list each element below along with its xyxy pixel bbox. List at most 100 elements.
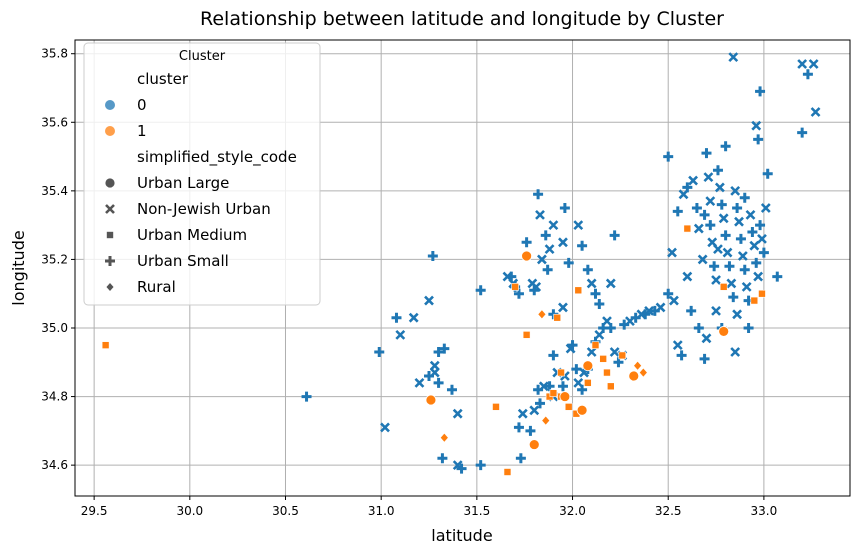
data-point-cluster-0 (439, 343, 450, 354)
data-point-cluster-0 (557, 381, 568, 392)
legend-marker-urban-small (105, 256, 115, 266)
data-point-cluster-0 (701, 333, 712, 344)
data-point-cluster-0 (810, 107, 821, 117)
legend-style-markers (104, 177, 116, 292)
data-point-cluster-0 (542, 264, 553, 275)
data-point-cluster-1 (603, 368, 611, 377)
data-point-cluster-0 (728, 292, 739, 303)
data-point-cluster-0 (737, 251, 748, 261)
x-tick-label: 31.0 (368, 504, 395, 518)
data-point-cluster-0 (739, 192, 750, 203)
data-point-cluster-0 (544, 381, 555, 392)
data-point-cluster-0 (577, 240, 588, 251)
legend-label-rural: Rural (137, 278, 176, 296)
data-point-cluster-0 (517, 408, 528, 419)
data-point-cluster-0 (582, 264, 593, 275)
y-tick-label: 35.8 (41, 47, 68, 61)
data-point-cluster-0 (716, 199, 727, 210)
data-point-cluster-0 (548, 220, 559, 231)
chart-title: Relationship between latitude and longit… (200, 8, 724, 30)
data-point-cluster-0 (697, 254, 708, 265)
data-point-cluster-0 (391, 312, 402, 323)
x-axis-ticks: 29.5 30.0 30.5 31.0 31.5 32.0 32.5 33.0 (81, 496, 777, 518)
data-point-cluster-0 (772, 271, 783, 282)
legend-title: Cluster (179, 49, 226, 64)
data-point-cluster-0 (567, 340, 578, 351)
data-point-cluster-1 (638, 367, 648, 378)
data-point-cluster-0 (739, 264, 750, 275)
data-point-cluster-0 (414, 377, 425, 388)
y-tick-label: 35.4 (41, 184, 68, 198)
data-point-cluster-0 (558, 237, 568, 248)
data-point-cluster-0 (609, 230, 620, 241)
y-axis-ticks: 34.6 34.8 35.0 35.2 35.4 35.6 35.8 (41, 47, 75, 472)
data-point-cluster-0 (515, 453, 526, 464)
data-point-cluster-0 (548, 350, 559, 361)
data-point-cluster-0 (506, 271, 517, 282)
data-point-cluster-0 (732, 203, 743, 213)
data-point-cluster-0 (586, 347, 597, 357)
data-point-cluster-0 (558, 302, 568, 313)
data-point-cluster-0 (705, 196, 716, 207)
data-point-cluster-0 (757, 233, 767, 244)
legend-marker-non-jewish-urban (105, 204, 115, 214)
x-axis-label: latitude (431, 526, 492, 545)
data-point-cluster-0 (525, 425, 536, 436)
data-point-cluster-1 (511, 283, 519, 291)
data-point-cluster-1 (758, 289, 766, 298)
legend-label-urban-large: Urban Large (137, 174, 229, 192)
data-point-cluster-1 (574, 286, 583, 295)
data-point-cluster-0 (644, 305, 654, 316)
data-point-cluster-1 (101, 341, 110, 349)
data-point-cluster-0 (577, 384, 588, 395)
data-point-cluster-1 (492, 403, 500, 411)
data-point-cluster-0 (730, 185, 741, 196)
data-point-cluster-1 (633, 360, 642, 371)
data-point-cluster-0 (676, 350, 687, 361)
data-point-cluster-0 (408, 312, 419, 323)
legend-box (83, 42, 321, 306)
plot-frame (74, 39, 851, 497)
data-point-cluster-0 (535, 209, 545, 220)
data-point-cluster-0 (797, 59, 808, 69)
data-point-cluster-0 (749, 240, 760, 251)
legend: Cluster cluster 0 1 simplified_style_cod… (83, 42, 321, 306)
data-point-cluster-0 (559, 203, 570, 213)
data-point-cluster-0 (714, 182, 725, 193)
data-point-cluster-0 (703, 172, 714, 183)
y-tick-label: 35.6 (41, 115, 68, 129)
data-point-cluster-0 (573, 220, 584, 231)
x-tick-label: 29.5 (81, 504, 108, 518)
data-point-cluster-1 (439, 432, 449, 443)
data-point-cluster-0 (456, 463, 467, 474)
legend-label-non-jewish-urban: Non-Jewish Urban (137, 200, 271, 218)
data-point-cluster-1 (584, 379, 592, 387)
data-point-cluster-0 (669, 295, 679, 306)
data-point-cluster-1 (718, 326, 730, 337)
data-point-cluster-0 (701, 148, 712, 159)
data-points (101, 52, 821, 476)
data-point-cluster-1 (599, 355, 607, 363)
data-point-cluster-1 (618, 351, 627, 360)
legend-hue-title: cluster (137, 70, 189, 88)
data-point-cluster-1 (503, 468, 512, 476)
data-point-cluster-0 (735, 233, 746, 244)
data-point-cluster-0 (424, 295, 434, 306)
data-point-cluster-0 (301, 391, 312, 402)
data-point-cluster-1 (750, 296, 759, 305)
data-point-cluster-0 (540, 230, 551, 241)
data-point-cluster-0 (755, 220, 766, 231)
data-point-cluster-0 (682, 271, 693, 282)
data-point-cluster-0 (513, 422, 524, 433)
data-point-cluster-0 (594, 299, 605, 309)
y-tick-label: 34.8 (41, 390, 68, 404)
data-point-cluster-0 (427, 251, 438, 261)
y-axis-label: longitude (9, 230, 28, 305)
data-point-cluster-0 (544, 244, 555, 255)
data-point-cluster-0 (797, 127, 808, 138)
data-point-cluster-1 (564, 403, 573, 411)
data-point-cluster-0 (433, 377, 444, 388)
legend-marker-cluster-1 (105, 126, 115, 136)
data-point-cluster-0 (713, 244, 723, 255)
